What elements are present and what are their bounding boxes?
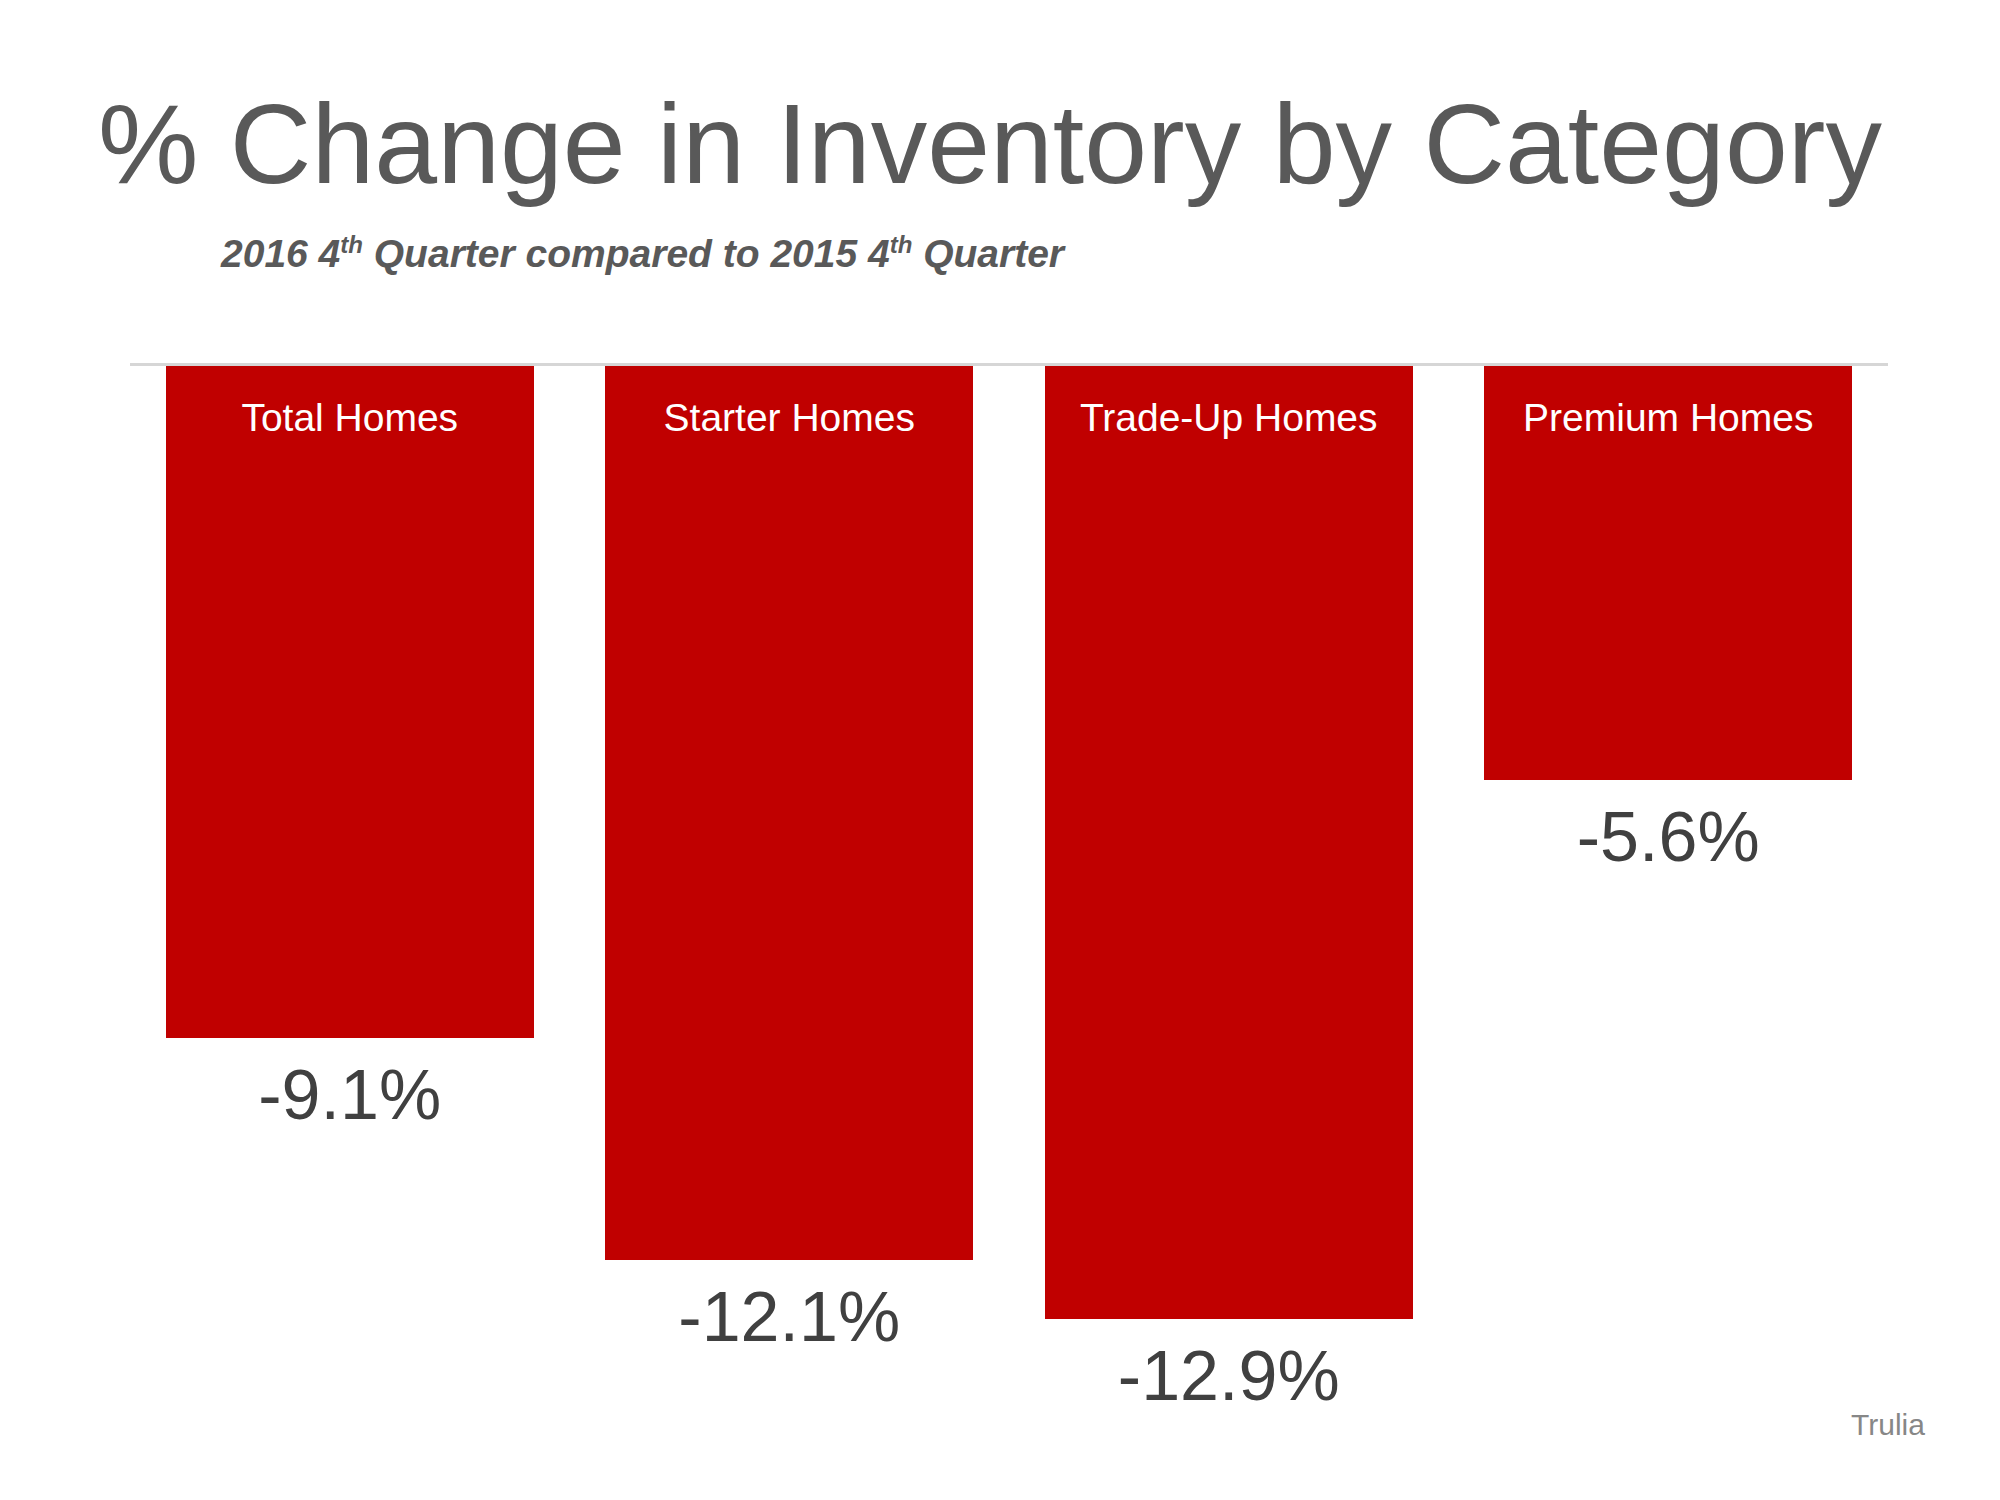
- bar-value-label: -12.1%: [678, 1282, 900, 1352]
- subtitle-part: Quarter: [912, 232, 1064, 275]
- source-attribution: Trulia: [1851, 1410, 1925, 1440]
- bar-premium-homes: Premium Homes: [1484, 366, 1852, 780]
- bar-slot-total-homes: Total Homes -9.1%: [130, 366, 570, 1411]
- bar-chart-plot-area: Total Homes -9.1% Starter Homes -12.1% T…: [130, 363, 1888, 1463]
- subtitle-part: 2016 4: [221, 232, 340, 275]
- bar-value-label: -9.1%: [258, 1060, 441, 1130]
- bar-trade-up-homes: Trade-Up Homes: [1045, 366, 1413, 1319]
- chart-title: % Change in Inventory by Category: [98, 88, 1882, 201]
- bar-total-homes: Total Homes: [166, 366, 534, 1038]
- subtitle-part: Quarter compared to 2015 4: [363, 232, 890, 275]
- bar-category-label: Total Homes: [166, 398, 534, 437]
- bar-slot-starter-homes: Starter Homes -12.1%: [570, 366, 1010, 1411]
- chart-subtitle: 2016 4th Quarter compared to 2015 4th Qu…: [221, 234, 1064, 273]
- subtitle-superscript: th: [890, 231, 913, 258]
- bar-slot-trade-up-homes: Trade-Up Homes -12.9%: [1009, 366, 1449, 1411]
- slide-canvas: % Change in Inventory by Category 2016 4…: [0, 0, 2000, 1500]
- bar-value-label: -5.6%: [1577, 802, 1760, 872]
- bar-category-label: Premium Homes: [1484, 398, 1852, 437]
- bar-starter-homes: Starter Homes: [605, 366, 973, 1260]
- bar-category-label: Starter Homes: [605, 398, 973, 437]
- bar-category-label: Trade-Up Homes: [1045, 398, 1413, 437]
- bars-row: Total Homes -9.1% Starter Homes -12.1% T…: [130, 366, 1888, 1411]
- bar-value-label: -12.9%: [1118, 1341, 1340, 1411]
- subtitle-superscript: th: [340, 231, 363, 258]
- bar-slot-premium-homes: Premium Homes -5.6%: [1449, 366, 1889, 1411]
